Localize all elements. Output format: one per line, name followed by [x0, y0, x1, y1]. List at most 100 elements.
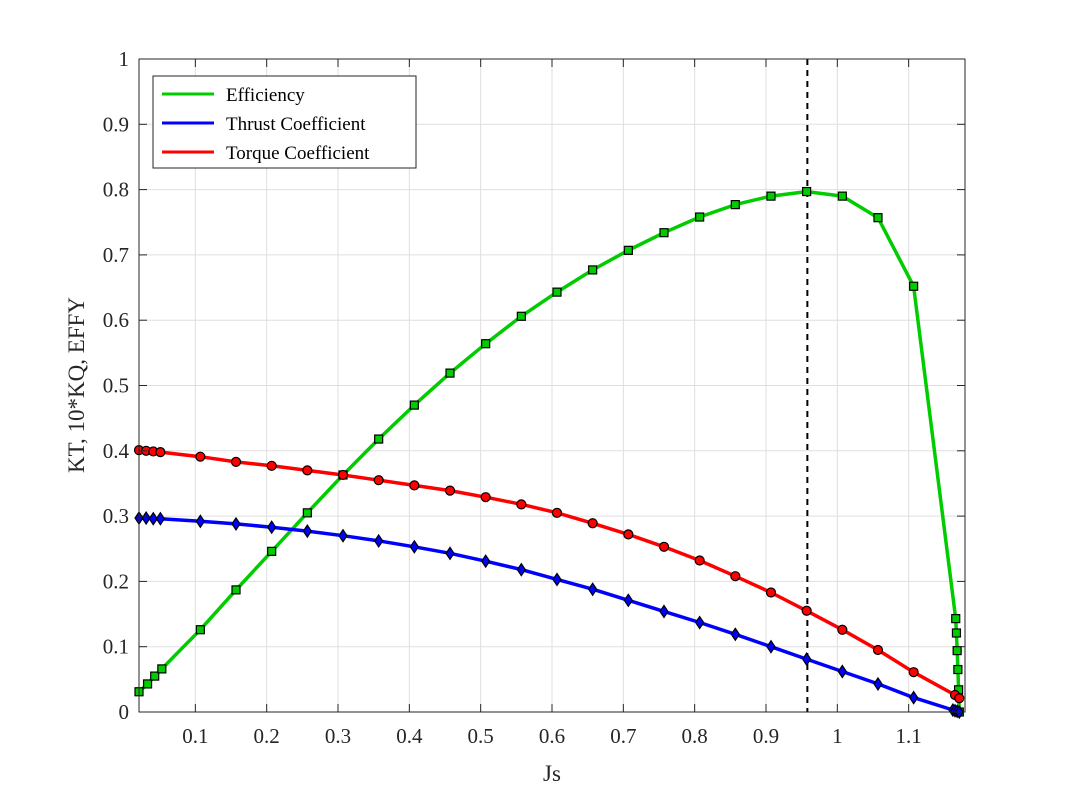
data-point-torque-coefficient — [908, 667, 919, 678]
data-point-torque-coefficient — [302, 465, 313, 476]
data-point-efficiency — [873, 213, 883, 223]
data-point-torque-coefficient — [587, 518, 598, 529]
data-point-thrust-coefficient — [155, 511, 166, 526]
y-tick-label: 0.1 — [103, 635, 129, 659]
data-point-thrust-coefficient — [302, 524, 313, 539]
data-point-torque-coefficient — [373, 475, 384, 486]
y-tick-label: 0.8 — [103, 178, 129, 202]
axis-ticks: 0.1 0.2 0.3 0.4 0.5 0.6 0.7 0.8 0.9 1 1.1 0 0.1 0.2 0.… — [103, 47, 965, 748]
data-point-torque-coefficient — [801, 605, 812, 616]
y-tick-label: 0.9 — [103, 112, 129, 136]
data-point-thrust-coefficient — [837, 664, 848, 679]
data-point-thrust-coefficient — [445, 546, 455, 561]
y-tick-label: 0.5 — [103, 374, 129, 398]
y-tick-label: 0.6 — [103, 308, 129, 332]
data-point-torque-coefficient — [155, 447, 166, 458]
data-point-torque-coefficient — [954, 693, 965, 704]
data-point-thrust-coefficient — [730, 627, 741, 642]
data-point-torque-coefficient — [730, 571, 741, 582]
data-point-torque-coefficient — [195, 451, 206, 462]
data-point-thrust-coefficient — [516, 562, 527, 577]
data-point-torque-coefficient — [444, 485, 456, 496]
y-tick-label: 0.2 — [103, 569, 129, 593]
data-point-thrust-coefficient — [231, 516, 241, 532]
data-point-thrust-coefficient — [694, 615, 705, 630]
y-tick-label: 1 — [119, 47, 130, 71]
data-point-efficiency — [409, 400, 419, 410]
data-point-efficiency — [953, 664, 963, 675]
data-point-torque-coefficient — [480, 492, 491, 503]
data-point-thrust-coefficient — [195, 514, 206, 529]
y-tick-label: 0 — [119, 700, 130, 724]
data-point-efficiency — [302, 508, 312, 518]
data-point-efficiency — [695, 212, 705, 222]
data-point-torque-coefficient — [516, 499, 527, 510]
y-tick-label: 0.4 — [103, 439, 130, 463]
data-point-torque-coefficient — [409, 480, 420, 491]
data-point-efficiency — [588, 265, 598, 275]
x-tick-label: 0.8 — [682, 724, 708, 748]
y-axis-label: KT, 10*KQ, EFFY — [64, 297, 89, 473]
data-point-thrust-coefficient — [338, 528, 348, 543]
legend-label-torque-coefficient: Torque Coefficient — [226, 143, 370, 164]
data-point-thrust-coefficient — [587, 582, 598, 597]
data-point-thrust-coefficient — [766, 639, 776, 654]
x-tick-label: 0.2 — [254, 724, 280, 748]
x-axis-label: Js — [543, 761, 561, 786]
data-point-thrust-coefficient — [409, 539, 420, 554]
data-point-efficiency — [951, 628, 962, 638]
x-tick-label: 0.3 — [325, 724, 351, 748]
series-efficiency — [134, 186, 964, 717]
data-point-thrust-coefficient — [266, 520, 277, 535]
data-point-torque-coefficient — [658, 541, 670, 552]
data-point-efficiency — [267, 546, 277, 556]
data-point-efficiency — [231, 585, 241, 595]
x-tick-label: 1.1 — [896, 724, 922, 748]
data-point-torque-coefficient — [837, 624, 848, 635]
data-point-thrust-coefficient — [148, 511, 158, 526]
data-point-efficiency — [951, 614, 961, 624]
data-point-efficiency — [623, 245, 633, 255]
data-point-torque-coefficient — [266, 460, 277, 471]
x-tick-label: 0.4 — [396, 724, 423, 748]
series-thrust-coefficient — [134, 510, 965, 720]
data-point-torque-coefficient — [551, 507, 563, 518]
data-point-efficiency — [802, 186, 812, 197]
data-point-thrust-coefficient — [801, 652, 812, 667]
data-point-efficiency — [516, 311, 526, 321]
data-point-thrust-coefficient — [659, 604, 669, 619]
data-point-thrust-coefficient — [480, 554, 491, 569]
y-tick-label: 0.3 — [103, 504, 129, 528]
data-point-torque-coefficient — [230, 456, 242, 468]
data-point-torque-coefficient — [694, 555, 705, 566]
x-tick-label: 0.9 — [753, 724, 779, 748]
data-point-thrust-coefficient — [908, 690, 919, 705]
series-torque-coefficient — [133, 445, 965, 704]
data-point-thrust-coefficient — [552, 572, 562, 587]
data-point-efficiency — [195, 625, 205, 635]
data-point-thrust-coefficient — [373, 533, 384, 548]
data-point-efficiency — [481, 339, 491, 349]
data-point-efficiency — [142, 679, 153, 689]
data-point-torque-coefficient — [337, 469, 349, 481]
data-point-torque-coefficient — [623, 529, 634, 540]
data-point-efficiency — [952, 646, 962, 656]
series-layer — [133, 186, 965, 720]
data-point-efficiency — [374, 434, 384, 444]
x-tick-label: 0.5 — [468, 724, 494, 748]
data-point-torque-coefficient — [765, 587, 777, 598]
data-point-efficiency — [909, 281, 919, 291]
data-point-efficiency — [730, 200, 740, 210]
data-point-efficiency — [766, 191, 776, 201]
data-point-thrust-coefficient — [623, 593, 634, 608]
data-point-efficiency — [659, 228, 669, 238]
x-tick-label: 1 — [832, 724, 843, 748]
y-tick-label: 0.7 — [103, 243, 129, 267]
data-point-efficiency — [837, 191, 847, 201]
data-point-efficiency — [150, 671, 160, 681]
legend: Efficiency Thrust Coefficient Torque Coe… — [152, 75, 417, 169]
legend-label-thrust-coefficient: Thrust Coefficient — [226, 114, 366, 135]
x-tick-label: 0.6 — [539, 724, 565, 748]
data-point-torque-coefficient — [872, 644, 884, 656]
